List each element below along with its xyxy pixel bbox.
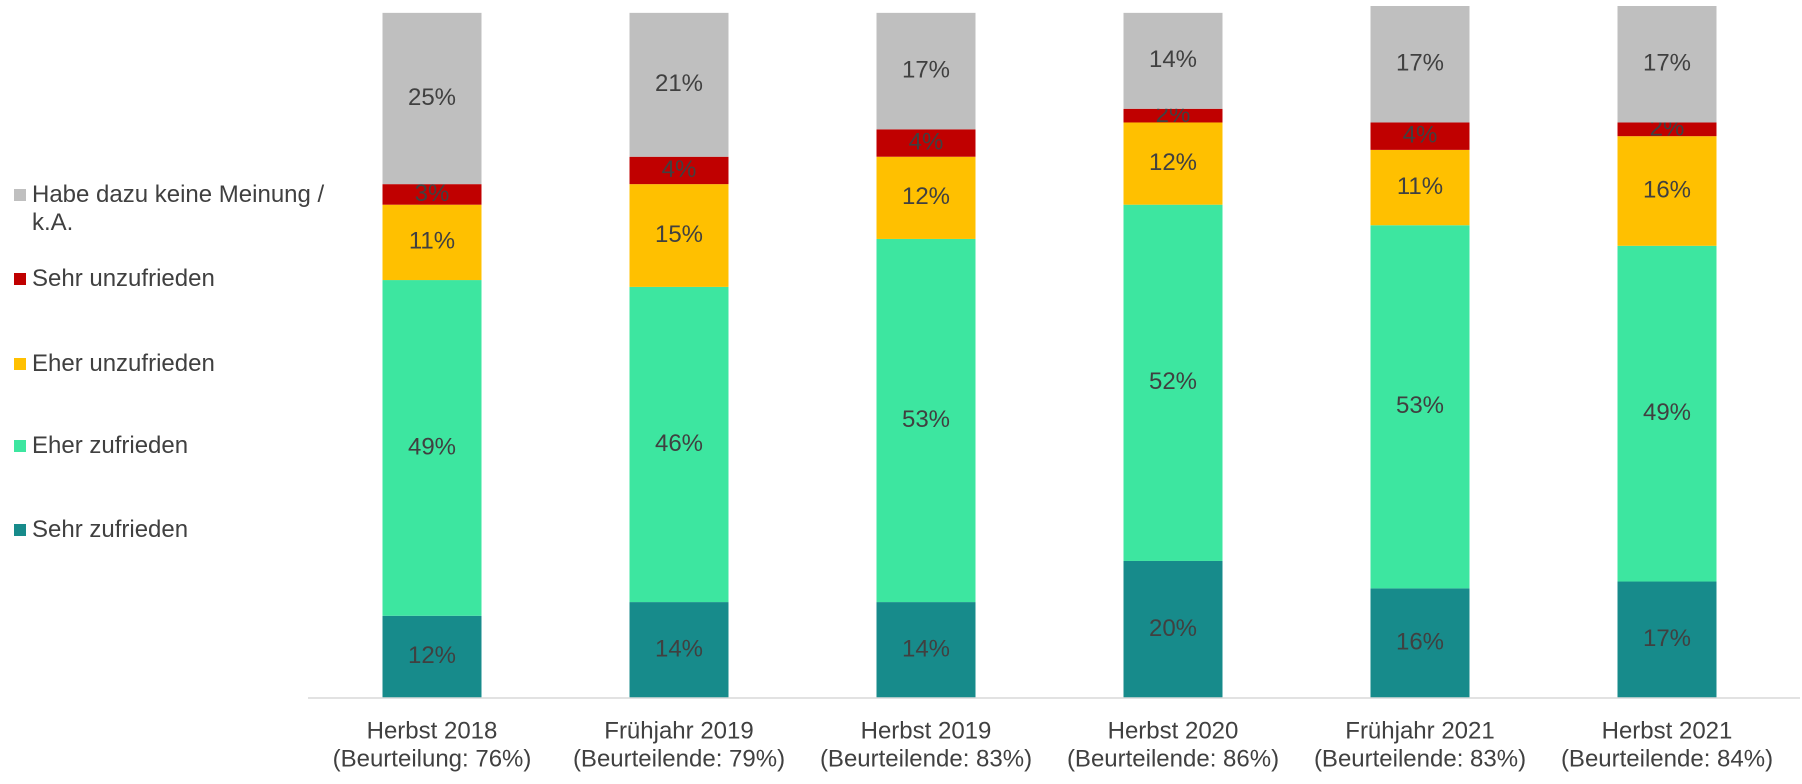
bar-segment [382,184,482,205]
legend-swatch [14,524,26,536]
bar-segment [1617,6,1717,123]
legend-item: Sehr unzufrieden [14,265,359,293]
value-label: 11% [409,228,455,255]
bar-segment [1123,108,1223,123]
bar-segment [1123,122,1223,205]
value-label: 3% [415,180,450,207]
legend-swatch [14,440,26,452]
x-tick-label: Herbst 2019 [861,717,992,744]
value-label: 17% [902,56,950,83]
value-label: 15% [655,221,703,248]
bar-segment [1370,122,1470,150]
legend-label: Habe dazu keine Meinung / k.A. [32,181,325,236]
value-label: 17% [1643,50,1691,77]
value-label: 46% [655,430,703,457]
value-label: 4% [909,128,944,155]
value-label: 12% [1149,149,1197,176]
x-tick-label: (Beurteilende: 84%) [1561,745,1773,772]
value-label: 4% [662,156,697,183]
x-tick-label: Frühjahr 2019 [604,717,753,744]
bar-segment [629,156,729,185]
bar-segment [1370,588,1470,698]
bar-segment [876,129,976,157]
legend-item: Sehr zufrieden [14,516,359,544]
bar-segment [1617,245,1717,582]
legend-label: Sehr zufrieden [32,516,189,543]
bar-segment [876,602,976,698]
value-label: 21% [655,70,703,97]
value-label: 53% [902,406,950,433]
value-label: 52% [1149,368,1197,395]
value-label: 4% [1403,122,1438,149]
x-tick-label: Frühjahr 2021 [1345,717,1494,744]
value-label: 53% [1396,392,1444,419]
value-label: 16% [1396,629,1444,656]
legend-label: Eher zufrieden [32,432,189,459]
x-tick-label: (Beurteilende: 79%) [573,745,785,772]
value-label: 12% [408,642,456,669]
value-label: 11% [1397,173,1443,200]
value-label: 20% [1149,615,1197,642]
x-tick-label: (Beurteilende: 86%) [1067,745,1279,772]
value-label: 49% [1643,399,1691,426]
value-label: 17% [1643,625,1691,652]
bar-segment [876,238,976,603]
value-label: 14% [1149,46,1197,73]
bar-segment [1123,12,1223,109]
bar-segment [382,280,482,616]
x-tick-label: Herbst 2021 [1602,717,1733,744]
bar-segment [1370,6,1470,123]
value-label: 16% [1643,176,1691,203]
bar-segment [1370,149,1470,226]
value-label: 12% [902,183,950,210]
bar-segment [629,184,729,287]
bar-segment [382,12,482,185]
bar-segment [1123,560,1223,698]
bar-segment [629,12,729,157]
bar-segment [1617,136,1717,246]
bar-segment [876,12,976,130]
x-tick-label: (Beurteilende: 83%) [820,745,1032,772]
value-label: 25% [408,84,456,111]
x-tick-label: (Beurteilung: 76%) [333,745,532,772]
legend-label: Sehr unzufrieden [32,265,215,292]
legend-swatch [14,358,26,370]
bar-segment [382,204,482,281]
bar-segment [1370,225,1470,589]
value-label: 17% [1396,50,1444,77]
legend-item: Eher zufrieden [14,432,359,460]
value-label: 14% [655,635,703,662]
bar-segment [382,615,482,698]
bar-segment [629,602,729,698]
bar-segment [629,286,729,603]
legend-label: Eher unzufrieden [32,350,215,377]
x-tick-label: (Beurteilende: 83%) [1314,745,1526,772]
bar-segment [1617,581,1717,698]
value-label: 14% [902,635,950,662]
legend-item: Eher unzufrieden [14,350,359,378]
value-label: 49% [408,433,456,460]
bar-segment [876,156,976,239]
bar-segment [1617,122,1717,137]
x-tick-label: Herbst 2018 [367,717,498,744]
legend-swatch [14,273,26,285]
legend-swatch [14,189,26,201]
bar-segment [1123,204,1223,561]
x-tick-label: Herbst 2020 [1108,717,1239,744]
legend-item: Habe dazu keine Meinung / k.A. [14,181,359,237]
